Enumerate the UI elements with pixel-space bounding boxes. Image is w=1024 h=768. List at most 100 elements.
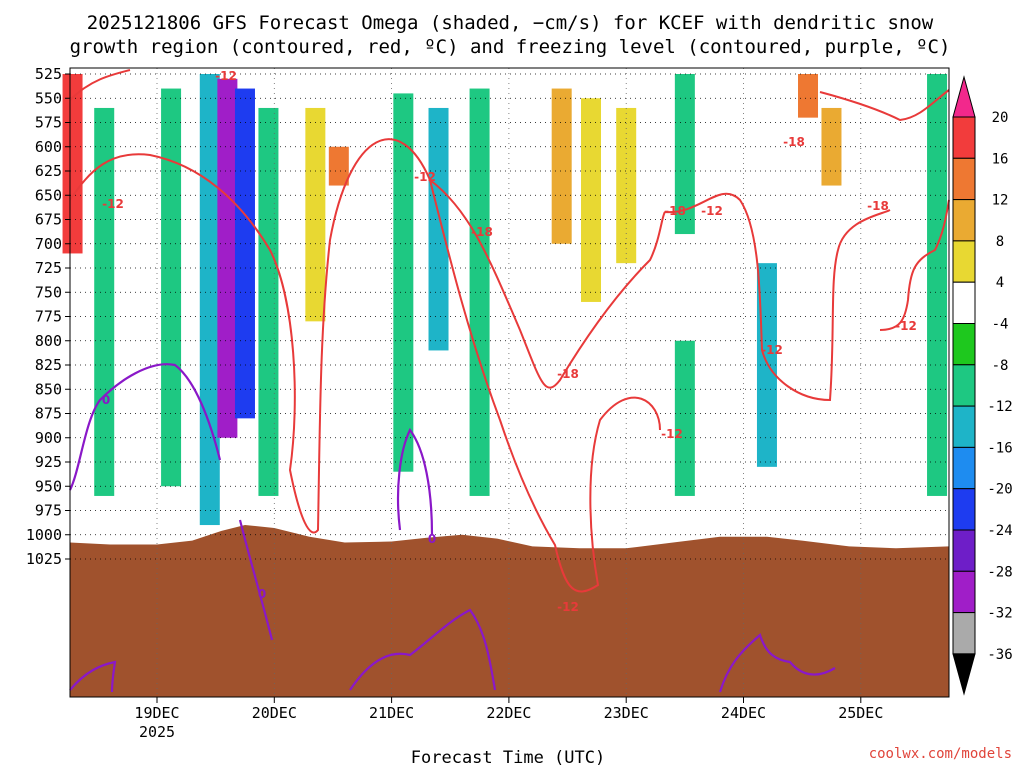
- y-tick-label: 825: [35, 356, 62, 374]
- colorbar-label: -20: [987, 482, 1012, 498]
- dgz-contour-0: [69, 138, 661, 593]
- dgz-contour-3: [879, 199, 950, 331]
- omega-column-9: [328, 146, 349, 186]
- x-tick-label: 20DEC: [252, 704, 297, 722]
- freezing-level-label: 0: [428, 532, 436, 546]
- omega-column-12: [469, 88, 490, 496]
- y-tick-label: 725: [35, 259, 62, 277]
- y-tick-label: 750: [35, 283, 62, 301]
- colorbar-label: 8: [996, 234, 1004, 250]
- omega-column-0: [62, 74, 83, 254]
- terrain-area: [70, 525, 949, 697]
- y-tick-label: 950: [35, 477, 62, 495]
- x-tick-label: 23DEC: [604, 704, 649, 722]
- colorbar-swatch: [952, 323, 976, 366]
- dgz-minus12-label: -12: [414, 170, 436, 184]
- omega-column-6: [234, 88, 255, 419]
- colorbar-label: -28: [987, 564, 1012, 580]
- omega-column-1: [94, 107, 115, 496]
- colorbar-top-arrow: [952, 75, 976, 118]
- dgz-minus12-label: -12: [557, 600, 579, 614]
- omega-column-7: [258, 107, 279, 496]
- colorbar-label: -24: [987, 523, 1012, 539]
- colorbar-label: -8: [992, 358, 1009, 374]
- colorbar-label: -32: [987, 606, 1012, 622]
- colorbar-swatch: [952, 116, 976, 159]
- omega-column-20: [821, 107, 842, 186]
- colorbar-label: -36: [987, 647, 1012, 663]
- y-tick-label: 675: [35, 211, 62, 229]
- dgz-minus18-label: -18: [557, 367, 579, 381]
- colorbar-swatch: [952, 488, 976, 531]
- colorbar-label: -4: [992, 317, 1009, 333]
- freezing-contour-5: [718, 633, 836, 693]
- y-tick-label: 1025: [26, 550, 62, 568]
- x-tick-label: 19DEC: [134, 704, 179, 722]
- omega-column-18: [756, 263, 777, 467]
- omega-column-14: [581, 98, 602, 302]
- y-tick-label: 900: [35, 429, 62, 447]
- x-tick-label: 24DEC: [721, 704, 766, 722]
- x-axis-label: Forecast Time (UTC): [411, 748, 605, 768]
- x-tick-label: 21DEC: [369, 704, 414, 722]
- pressure-axis: 525 550 575 600 625 650 675 700 725 750 775 800 825 8…: [26, 65, 70, 568]
- y-tick-label: 875: [35, 405, 62, 423]
- omega-column-15: [616, 107, 637, 264]
- colorbar-swatch: [952, 570, 976, 614]
- y-tick-label: 625: [35, 162, 62, 180]
- dgz-contour-2: [664, 192, 891, 402]
- omega-column-10: [393, 93, 414, 472]
- y-tick-label: 1000: [26, 526, 62, 544]
- colorbar-label: 16: [992, 151, 1009, 167]
- dgz-minus18-label: -18: [664, 204, 686, 218]
- colorbar-label: -16: [987, 440, 1012, 456]
- colorbar-swatch: [952, 364, 976, 407]
- dgz-contour-4: [69, 69, 131, 101]
- y-tick-label: 525: [35, 65, 62, 83]
- x-tick-year: 2025: [139, 723, 175, 741]
- colorbar-swatch: [952, 281, 976, 325]
- dgz-contour-5: [819, 89, 950, 122]
- dgz-minus12-label: -12: [102, 197, 124, 211]
- dgz-minus18-label: -18: [471, 225, 493, 239]
- omega-column-11: [428, 107, 449, 351]
- x-tick-label: 25DEC: [838, 704, 883, 722]
- dgz-minus18-label: -18: [783, 135, 805, 149]
- freezing-contour-2: [238, 519, 274, 641]
- y-tick-label: 925: [35, 453, 62, 471]
- freezing-contour-4: [69, 660, 117, 693]
- omega-column-16: [674, 74, 695, 235]
- freezing-level-label: 0: [102, 393, 110, 407]
- y-tick-label: 650: [35, 186, 62, 204]
- colorbar-swatch: [952, 612, 976, 655]
- omega-column-8: [305, 107, 326, 322]
- colorbar-swatch: [952, 529, 976, 572]
- y-tick-label: 850: [35, 380, 62, 398]
- colorbar-bottom-arrow: [952, 653, 976, 696]
- freezing-level-label: 0: [258, 587, 266, 601]
- colorbar-swatch: [952, 446, 976, 490]
- freezing-contour-1: [396, 427, 434, 536]
- colorbar-swatch: [952, 157, 976, 201]
- dgz-minus12-label: -12: [761, 343, 783, 357]
- y-tick-label: 550: [35, 89, 62, 107]
- dgz-minus12-label: -12: [661, 427, 683, 441]
- colorbar: 20 16 12 8 4 -4 -8 -12 -16 -20 -24 -28 -32 -36: [952, 75, 1013, 696]
- colorbar-label: -12: [987, 399, 1012, 415]
- y-tick-label: 775: [35, 308, 62, 326]
- terrain-fill: [70, 525, 949, 697]
- omega-column-21: [856, 74, 877, 264]
- omega-column-19: [798, 74, 819, 118]
- omega-column-17: [674, 340, 695, 496]
- omega-column-13: [551, 88, 572, 244]
- x-tick-label: 22DEC: [486, 704, 531, 722]
- y-tick-label: 600: [35, 138, 62, 156]
- credit-text: coolwx.com/models: [869, 746, 1012, 762]
- dgz-minus12-label: -12: [895, 319, 917, 333]
- y-tick-label: 575: [35, 114, 62, 132]
- dgz-minus18-label: -18: [867, 199, 889, 213]
- colorbar-swatch: [952, 240, 976, 283]
- colorbar-label: 4: [996, 275, 1004, 291]
- chart-title-line-1: 2025121806 GFS Forecast Omega (shaded, −…: [87, 12, 934, 34]
